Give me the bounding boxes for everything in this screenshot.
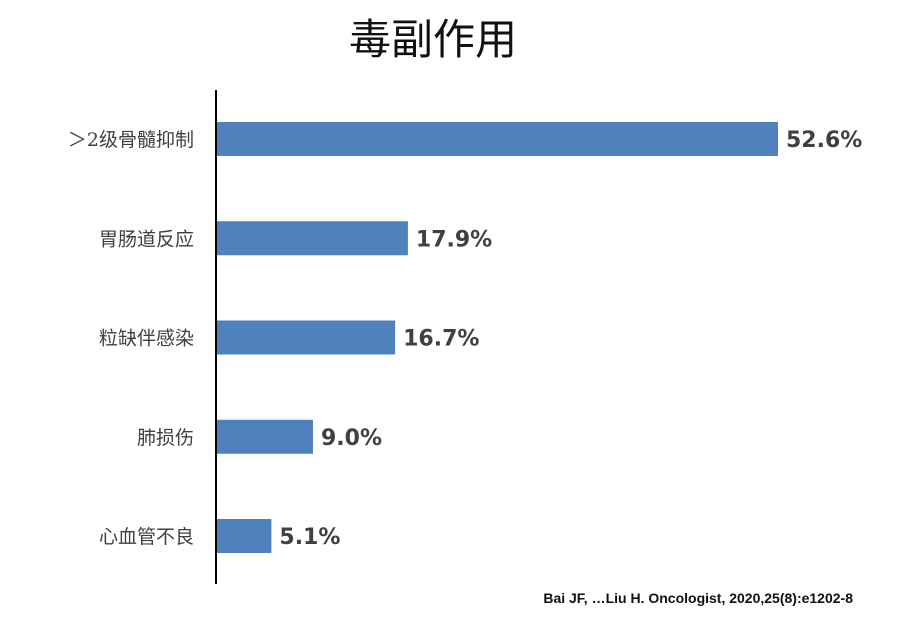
- chart-title: 毒副作用: [348, 15, 517, 64]
- value-label: 17.9%: [416, 227, 492, 252]
- bar-1: [217, 221, 408, 256]
- category-label: 肺损伤: [137, 427, 194, 449]
- category-label: ＞2级骨髓抑制: [68, 129, 194, 151]
- bar-2: [217, 320, 396, 355]
- category-label: 粒缺伴感染: [99, 328, 194, 350]
- category-label: 胃肠道反应: [99, 228, 194, 250]
- category-label: 心血管不良: [99, 526, 194, 548]
- value-label: 9.0%: [321, 426, 382, 451]
- bar-4: [217, 519, 272, 553]
- value-label: 52.6%: [786, 128, 862, 153]
- value-label: 5.1%: [279, 525, 340, 550]
- citation: Bai JF, …Liu H. Oncologist, 2020,25(8):e…: [543, 590, 853, 606]
- value-label: 16.7%: [403, 327, 479, 352]
- bar-3: [217, 419, 313, 454]
- bar-0: [217, 122, 778, 156]
